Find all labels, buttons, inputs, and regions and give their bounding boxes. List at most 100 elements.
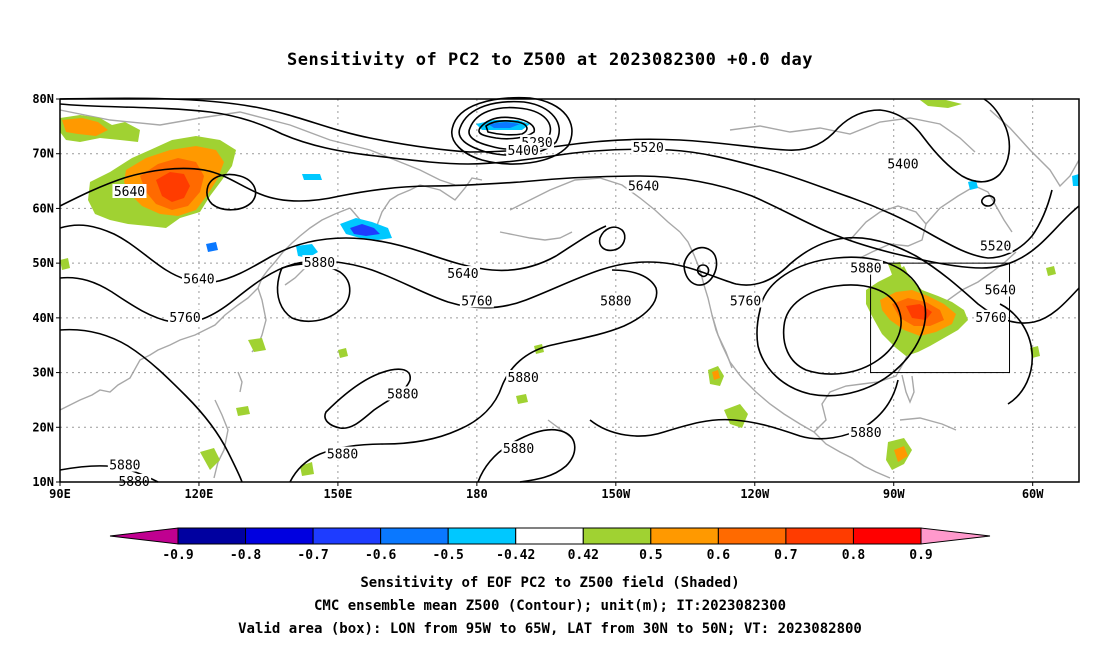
contour-labrador-low — [981, 195, 996, 207]
colorbar-level-label: -0.6 — [365, 548, 396, 563]
contour-label-bg — [325, 446, 360, 461]
contour-label: 5880 — [508, 371, 539, 386]
contour-label: 5640 — [985, 284, 1016, 299]
shade-green-us-north — [888, 262, 904, 280]
contour-label: 5880 — [387, 387, 418, 402]
contour-label: 5400 — [508, 144, 539, 159]
contour-label: 5640 — [447, 267, 478, 282]
contour-label-bg — [506, 370, 541, 385]
contour-small-low-pnw-inner — [696, 264, 710, 278]
contour-label: 5880 — [109, 459, 140, 474]
shade-red-west-siberia — [156, 172, 190, 202]
lat-tick-label: 50N — [32, 256, 54, 270]
coastline-florida — [901, 374, 915, 404]
lat-tick-label: 10N — [32, 475, 54, 489]
coastline-chukotka — [419, 177, 483, 201]
contour-5880-west — [59, 328, 243, 483]
contour-label: 5880 — [850, 262, 881, 277]
lon-tick-label: 120W — [740, 487, 770, 501]
colorbar-level-label: 0.42 — [568, 548, 599, 563]
contour-label-bg — [302, 255, 337, 270]
coastline-siberia-arctic — [59, 109, 456, 186]
lon-tick-label: 60W — [1022, 487, 1044, 501]
lat-tick-label: 70N — [32, 147, 54, 161]
contour-label: 5520 — [980, 240, 1011, 255]
contour-label-bg — [112, 184, 147, 199]
shade-green-east-canada — [1046, 266, 1056, 276]
coastline-alaska — [509, 177, 681, 233]
caption-line-2: CMC ensemble mean Z500 (Contour); unit(m… — [313, 598, 786, 614]
lat-tick-label: 20N — [32, 420, 54, 434]
colorbar-cell — [515, 527, 584, 545]
sensitivity-shading — [60, 100, 1079, 476]
colorbar-level-label: 0.6 — [707, 548, 731, 563]
contour-label-bg — [631, 140, 666, 155]
contour-label: 5880 — [600, 294, 631, 309]
shade-blue-atlantic-edge — [1072, 174, 1079, 186]
contour-label: 5880 — [327, 448, 358, 463]
contour-5280-inner — [485, 120, 528, 136]
coastline-taiwan — [237, 371, 243, 393]
lat-tick-label: 40N — [32, 311, 54, 325]
caption-line-3: Valid area (box): LON from 95W to 65W, L… — [238, 621, 862, 637]
contour-siberia-low — [206, 173, 257, 211]
contour-label: 5760 — [730, 294, 761, 309]
contour-label: 5760 — [169, 311, 200, 326]
contour-label-bg — [459, 293, 494, 308]
contour-label-bg — [168, 309, 203, 324]
shade-darkblue-arctic-low — [488, 122, 520, 128]
contour-atlantic-east — [999, 303, 1033, 405]
caption-line-1: Sensitivity of EOF PC2 to Z500 field (Sh… — [360, 575, 740, 591]
lon-tick-label: 150W — [601, 487, 631, 501]
contour-label-bg — [385, 386, 420, 401]
colorbar-level-label: 0.8 — [842, 548, 866, 563]
coastline-aleutians — [499, 231, 573, 241]
contour-small-low-alaska — [598, 226, 626, 252]
map-frame — [59, 98, 1080, 483]
contour-label: 5640 — [183, 273, 214, 288]
contour-5520-arctic — [451, 96, 573, 165]
colorbar-level-label: 0.5 — [639, 548, 662, 563]
lon-tick-label: 90W — [883, 487, 905, 501]
contour-label-bg — [117, 474, 152, 488]
colorbar-level-label: -0.7 — [297, 548, 328, 563]
shade-orange-greenland-east — [62, 118, 108, 136]
colorbar-cell — [312, 527, 382, 545]
map-panel: 5640 5640 5760 5880 5880 5880 5880 5880 5640 5760… — [59, 96, 1080, 490]
contour-label-bg — [598, 293, 633, 308]
colorbar-level-label: -0.5 — [433, 548, 464, 563]
contour-label-bg — [978, 238, 1013, 253]
shade-blue-labrador — [968, 180, 978, 190]
colorbar-cell — [650, 527, 719, 545]
contour-label-bg — [885, 156, 920, 171]
shade-blue-china-small — [206, 242, 218, 252]
colorbar-cell — [177, 527, 247, 545]
z500-contours — [59, 96, 1080, 483]
shade-green-arctic-canada — [920, 100, 962, 108]
colorbar-cell — [785, 527, 854, 545]
coastline-asia-east — [59, 207, 351, 411]
contour-label-bg — [848, 424, 883, 439]
shade-blue-japan — [296, 244, 318, 258]
contour-5280 — [478, 116, 536, 140]
contour-label-bg — [506, 142, 541, 157]
shade-green-west-small — [60, 258, 70, 270]
contour-5640-long — [59, 167, 1080, 269]
colorbar-cell — [582, 527, 652, 545]
shade-darkblue-kamchatka — [350, 224, 380, 236]
contour-5760-long — [59, 236, 1080, 324]
colorbar-cell — [717, 527, 787, 545]
contour-label-bg — [728, 293, 763, 308]
contour-label: 5400 — [887, 158, 918, 173]
shade-green-north-pacific-1 — [338, 348, 348, 358]
contour-label-bg — [445, 266, 480, 281]
contour-label-bg — [107, 457, 142, 472]
longitude-labels: 90E 120E 150E 180 150W 120W 90W 60W — [49, 482, 1044, 501]
contour-label-bg — [181, 271, 216, 286]
lat-tick-label: 30N — [32, 366, 54, 380]
colorbar-level-label: -0.9 — [162, 548, 193, 563]
contour-5880-na-high — [782, 284, 902, 375]
contour-label-bg — [501, 441, 536, 456]
contour-small-low-pnw — [683, 246, 718, 286]
